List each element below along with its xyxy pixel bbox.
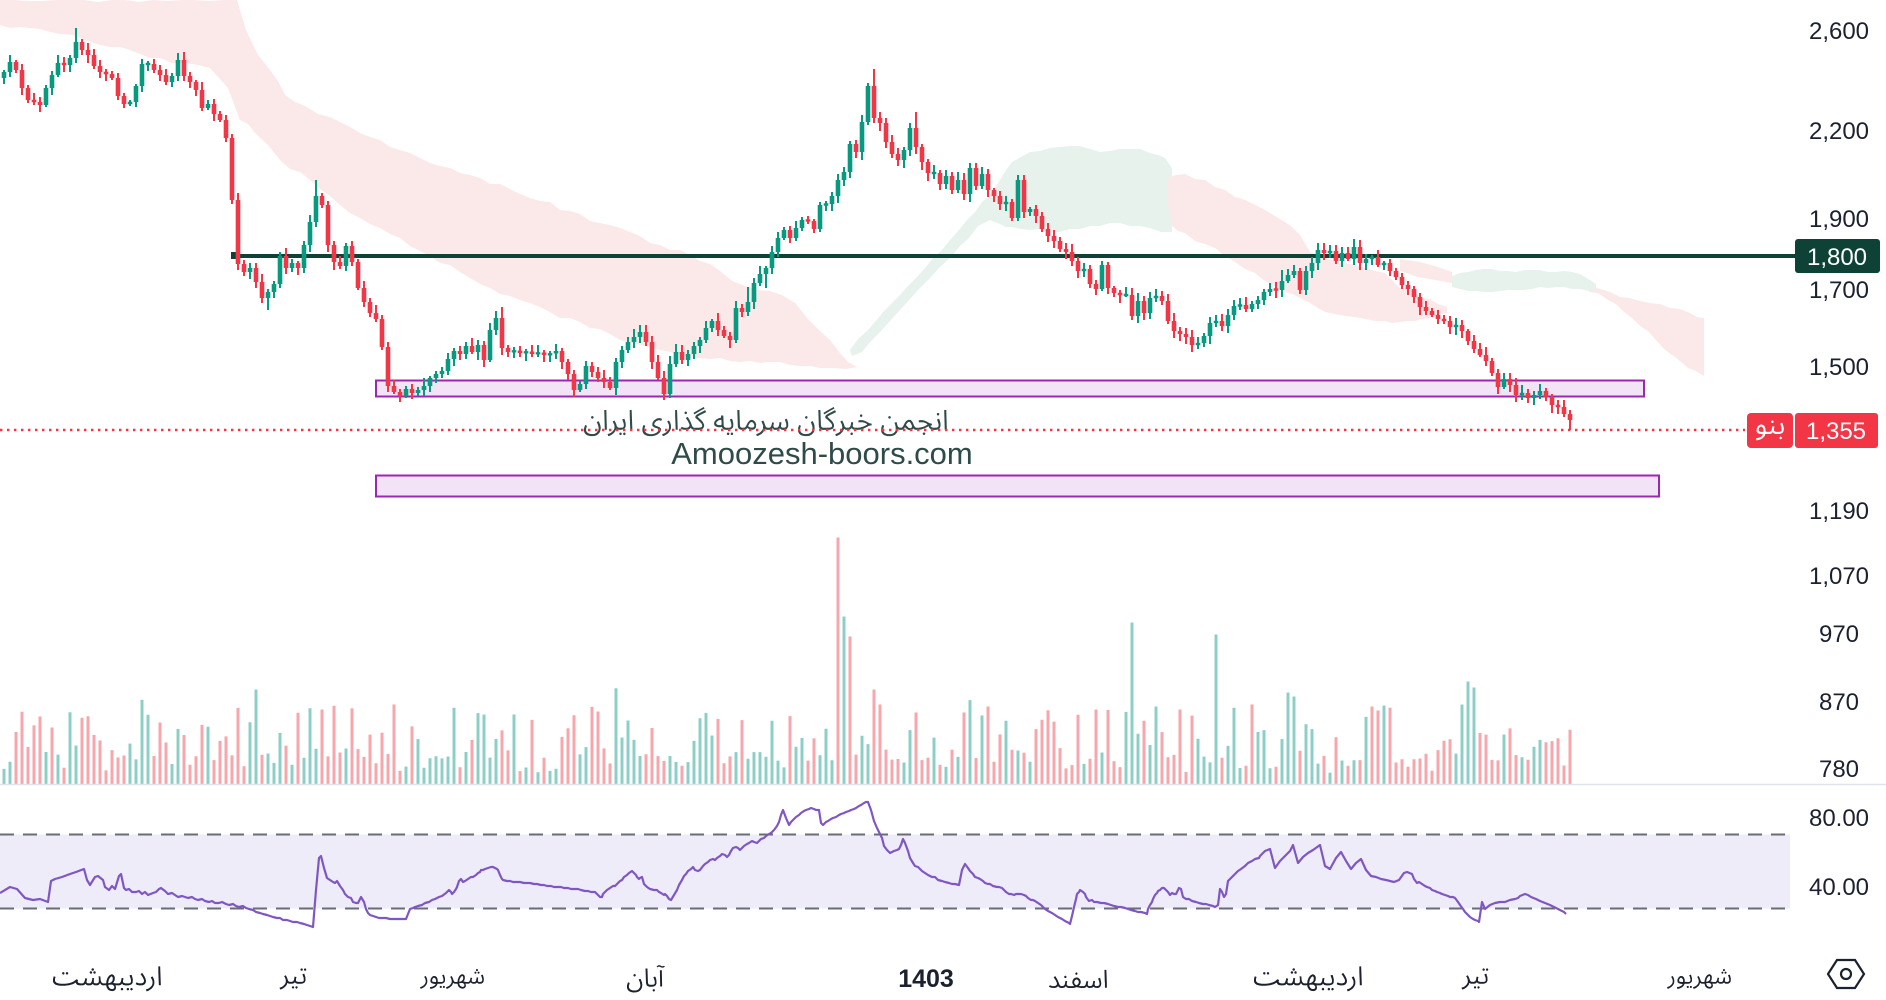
- svg-text:780: 780: [1819, 756, 1859, 783]
- svg-text:1,355: 1,355: [1806, 418, 1866, 445]
- svg-text:1,070: 1,070: [1809, 563, 1869, 590]
- svg-text:40.00: 40.00: [1809, 874, 1869, 901]
- svg-text:1,190: 1,190: [1809, 498, 1869, 525]
- svg-text:1,700: 1,700: [1809, 277, 1869, 304]
- svg-text:2,600: 2,600: [1809, 18, 1869, 45]
- svg-text:Amoozesh-boors.com: Amoozesh-boors.com: [671, 436, 973, 471]
- svg-text:970: 970: [1819, 621, 1859, 648]
- svg-text:870: 870: [1819, 689, 1859, 716]
- svg-text:80.00: 80.00: [1809, 805, 1869, 832]
- svg-text:1,800: 1,800: [1807, 244, 1867, 271]
- svg-text:1,500: 1,500: [1809, 354, 1869, 381]
- svg-text:1403: 1403: [898, 965, 954, 993]
- svg-text:1,900: 1,900: [1809, 206, 1869, 233]
- svg-text:2,200: 2,200: [1809, 118, 1869, 145]
